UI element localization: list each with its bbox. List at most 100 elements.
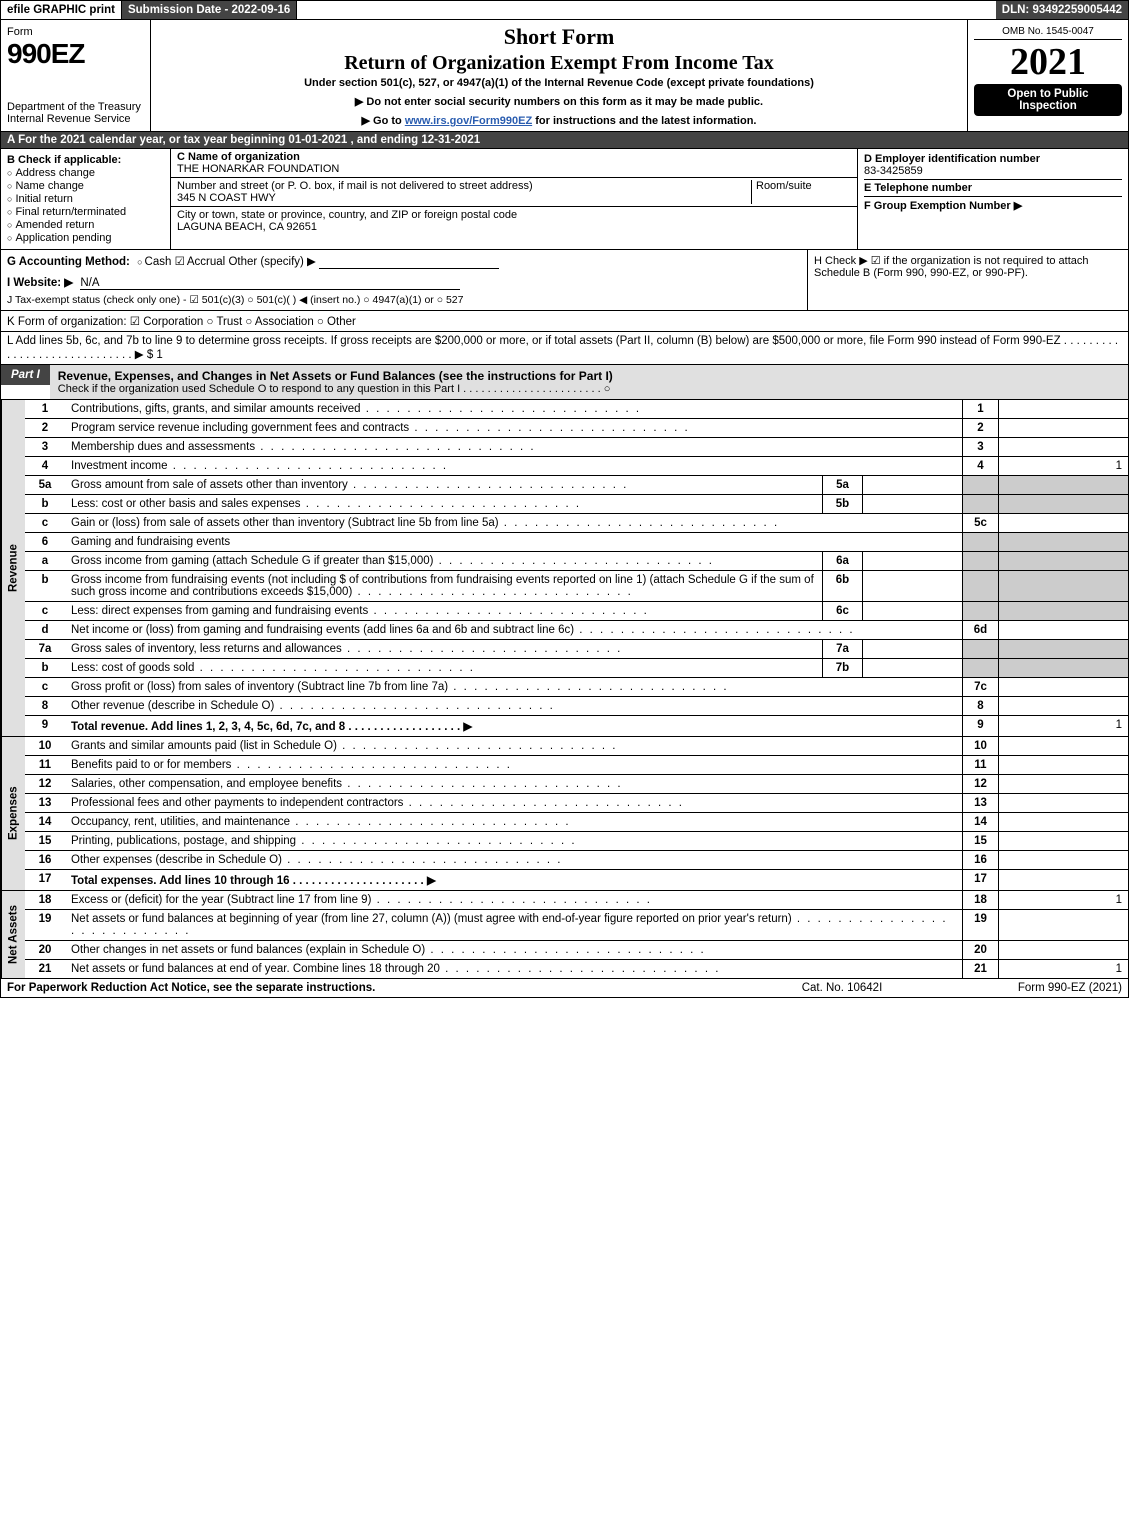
- part1-title-text: Revenue, Expenses, and Changes in Net As…: [58, 369, 613, 383]
- form-header: Form 990EZ Department of the Treasury In…: [0, 20, 1129, 132]
- line-desc: Printing, publications, postage, and shi…: [65, 832, 962, 850]
- shaded-val: [998, 476, 1128, 494]
- line-number: 15: [25, 832, 65, 850]
- line-value: [998, 400, 1128, 418]
- line-number: 16: [25, 851, 65, 869]
- line-row: 11Benefits paid to or for members11: [25, 756, 1128, 775]
- line-number: 13: [25, 794, 65, 812]
- line-box: 2: [962, 419, 998, 437]
- line-number: 14: [25, 813, 65, 831]
- irs-link[interactable]: www.irs.gov/Form990EZ: [405, 115, 532, 127]
- line-desc: Occupancy, rent, utilities, and maintena…: [65, 813, 962, 831]
- chk-address-change[interactable]: Address change: [7, 167, 164, 179]
- line-box: 19: [962, 910, 998, 940]
- inner-box-label: 6a: [822, 552, 862, 570]
- netassets-label: Net Assets: [1, 891, 25, 978]
- line-box: 12: [962, 775, 998, 793]
- line-desc: Net assets or fund balances at end of ye…: [65, 960, 962, 978]
- line-row: 3Membership dues and assessments3: [25, 438, 1128, 457]
- line-row: 5aGross amount from sale of assets other…: [25, 476, 1128, 495]
- line-row: 4Investment income41: [25, 457, 1128, 476]
- chk-final-return[interactable]: Final return/terminated: [7, 206, 164, 218]
- org-street: 345 N COAST HWY: [177, 192, 276, 204]
- line-number: c: [25, 514, 65, 532]
- line-desc: Program service revenue including govern…: [65, 419, 962, 437]
- website-value: N/A: [80, 277, 460, 290]
- line-row: 7aGross sales of inventory, less returns…: [25, 640, 1128, 659]
- line-box: 7c: [962, 678, 998, 696]
- line-number: 10: [25, 737, 65, 755]
- line-row: 15Printing, publications, postage, and s…: [25, 832, 1128, 851]
- line-box: 5c: [962, 514, 998, 532]
- line-value: [998, 419, 1128, 437]
- chk-application-pending[interactable]: Application pending: [7, 232, 164, 244]
- shaded-box: [962, 602, 998, 620]
- org-name: THE HONARKAR FOUNDATION: [177, 163, 339, 175]
- efile-label[interactable]: efile GRAPHIC print: [1, 1, 122, 19]
- line-desc: Professional fees and other payments to …: [65, 794, 962, 812]
- shaded-box: [962, 495, 998, 513]
- shaded-box: [962, 571, 998, 601]
- section-b: B Check if applicable: Address change Na…: [1, 149, 171, 249]
- line-row: 17Total expenses. Add lines 10 through 1…: [25, 870, 1128, 890]
- e-label: E Telephone number: [864, 182, 1122, 194]
- line-number: 2: [25, 419, 65, 437]
- line-box: 17: [962, 870, 998, 890]
- inner-box-label: 6c: [822, 602, 862, 620]
- line-desc: Less: direct expenses from gaming and fu…: [65, 602, 822, 620]
- line-desc: Less: cost or other basis and sales expe…: [65, 495, 822, 513]
- inner-box-label: 5a: [822, 476, 862, 494]
- line-desc: Gross sales of inventory, less returns a…: [65, 640, 822, 658]
- d-label: D Employer identification number: [864, 153, 1122, 165]
- part1-title: Revenue, Expenses, and Changes in Net As…: [50, 365, 1128, 399]
- chk-initial-return[interactable]: Initial return: [7, 193, 164, 205]
- line-row: 12Salaries, other compensation, and empl…: [25, 775, 1128, 794]
- line-row: 18Excess or (deficit) for the year (Subt…: [25, 891, 1128, 910]
- line-box: 1: [962, 400, 998, 418]
- chk-amended-return[interactable]: Amended return: [7, 219, 164, 231]
- line-desc: Net assets or fund balances at beginning…: [65, 910, 962, 940]
- line-value: 1: [998, 716, 1128, 736]
- inner-box-value: [862, 659, 962, 677]
- chk-name-change[interactable]: Name change: [7, 180, 164, 192]
- line-value: 1: [998, 891, 1128, 909]
- section-c: C Name of organization THE HONARKAR FOUN…: [171, 149, 858, 249]
- part1-tab: Part I: [1, 365, 50, 385]
- shaded-val: [998, 571, 1128, 601]
- header-mid: Short Form Return of Organization Exempt…: [151, 20, 968, 131]
- line-row: bLess: cost of goods sold7b: [25, 659, 1128, 678]
- section-g: G Accounting Method: Cash Accrual Other …: [1, 250, 808, 310]
- chk-cash[interactable]: Cash: [137, 256, 171, 268]
- line-desc: Gross income from gaming (attach Schedul…: [65, 552, 822, 570]
- line-row: dNet income or (loss) from gaming and fu…: [25, 621, 1128, 640]
- submission-date: Submission Date - 2022-09-16: [122, 1, 297, 19]
- expenses-block: Expenses 10Grants and similar amounts pa…: [0, 737, 1129, 891]
- line-row: 19Net assets or fund balances at beginni…: [25, 910, 1128, 941]
- line-number: c: [25, 602, 65, 620]
- line-box: 6d: [962, 621, 998, 639]
- line-row: 2Program service revenue including gover…: [25, 419, 1128, 438]
- line-desc: Membership dues and assessments: [65, 438, 962, 456]
- inner-box-label: 6b: [822, 571, 862, 601]
- shaded-val: [998, 533, 1128, 551]
- line-desc: Other revenue (describe in Schedule O): [65, 697, 962, 715]
- page-footer: For Paperwork Reduction Act Notice, see …: [0, 979, 1129, 998]
- line-box: 8: [962, 697, 998, 715]
- section-def: D Employer identification number 83-3425…: [858, 149, 1128, 249]
- chk-accrual[interactable]: Accrual: [175, 256, 226, 268]
- line-number: 20: [25, 941, 65, 959]
- shaded-val: [998, 640, 1128, 658]
- instr2-post: for instructions and the latest informat…: [532, 115, 756, 127]
- inner-box-label: 5b: [822, 495, 862, 513]
- line-value: [998, 910, 1128, 940]
- inner-box-value: [862, 640, 962, 658]
- b-label: B Check if applicable:: [7, 154, 164, 166]
- instr2-pre: ▶ Go to: [362, 115, 405, 127]
- section-bcdef: B Check if applicable: Address change Na…: [0, 149, 1129, 250]
- shaded-val: [998, 659, 1128, 677]
- line-number: a: [25, 552, 65, 570]
- line-desc: Investment income: [65, 457, 962, 475]
- line-value: [998, 697, 1128, 715]
- line-number: d: [25, 621, 65, 639]
- line-row: 13Professional fees and other payments t…: [25, 794, 1128, 813]
